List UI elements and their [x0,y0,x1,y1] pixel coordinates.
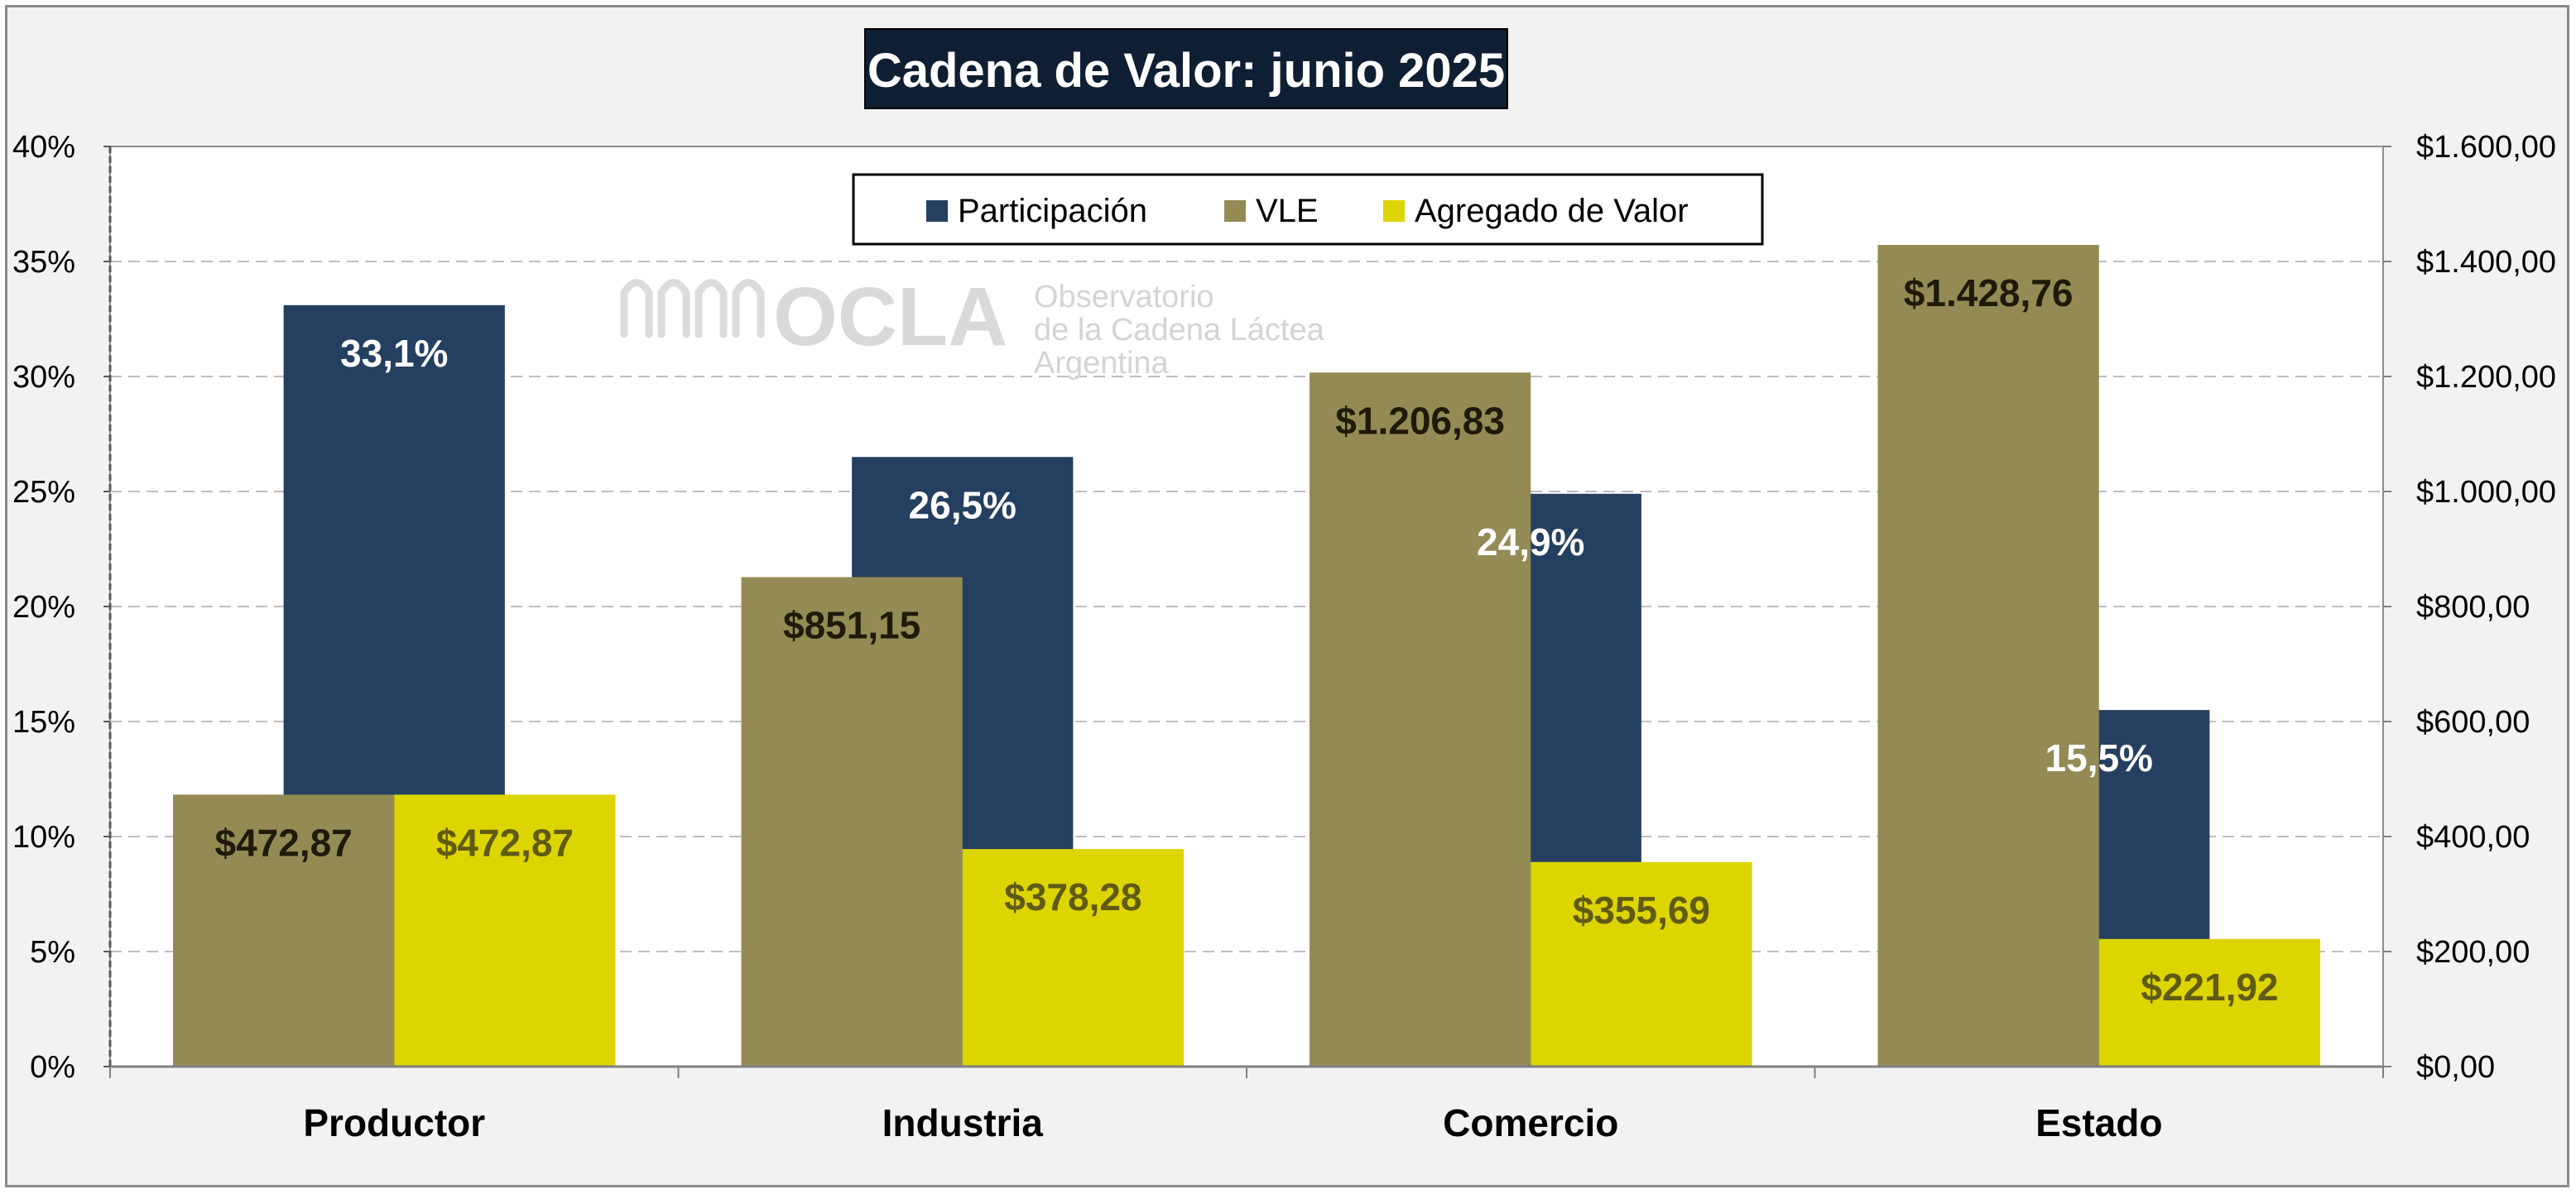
ocla-wave-icon [620,279,765,338]
label-agregado-industria: $378,28 [1004,875,1141,918]
legend-label-vle: VLE [1256,193,1319,229]
data-labels: 33,1% $472,87 $472,87 26,5% $851,15 $378,28 24… [214,271,2278,1009]
legend-swatch-agregado [1383,200,1405,222]
right-axis-tick-label: $400,00 [2416,820,2530,855]
category-label-productor: Productor [303,1101,485,1144]
label-agregado-productor: $472,87 [436,821,574,864]
right-axis-tick-label: $1.400,00 [2416,245,2556,280]
bars [173,245,2320,1067]
label-participacion-industria: 26,5% [909,483,1016,526]
label-vle-comercio: $1.206,83 [1335,399,1505,442]
right-axis-tick-label: $0,00 [2416,1050,2495,1085]
left-axis-tick-label: 5% [30,935,75,970]
right-axis-tick-label: $200,00 [2416,935,2530,970]
left-axis-tick-label: 30% [12,360,75,395]
legend-swatch-participacion [926,200,948,222]
title-background [864,28,1508,109]
label-vle-estado: $1.428,76 [1904,271,2074,314]
bar-vle-comercio [1310,372,1531,1067]
left-axis-tick-label: 25% [12,475,75,510]
category-axis: Productor Industria Comercio Estado [109,1067,2384,1144]
right-axis-tick-label: $1.000,00 [2416,475,2556,510]
chart-title-box: Cadena de Valor: junio 2025 [864,28,1508,109]
watermark-logo-text: OCLA [773,271,1007,363]
watermark-line-1: Observatorio [1034,280,1214,314]
category-label-comercio: Comercio [1443,1101,1618,1144]
label-agregado-comercio: $355,69 [1573,889,1710,932]
legend-swatch-vle [1224,200,1246,222]
left-y-axis: 0% 5% 10% 15% 20% 25% 30% 35% 40% [12,130,110,1085]
left-axis-tick-label: 10% [12,820,75,855]
bar-vle-productor [173,794,395,1067]
right-axis-tick-label: $1.200,00 [2416,360,2556,395]
label-participacion-comercio: 24,9% [1477,520,1584,563]
label-vle-industria: $851,15 [783,603,920,646]
bar-agregado-industria [962,849,1184,1067]
category-label-estado: Estado [2035,1101,2162,1144]
left-axis-tick-label: 35% [12,245,75,280]
label-vle-productor: $472,87 [214,821,352,864]
ocla-watermark: OCLA Observatorio de la Cadena Láctea Ar… [620,271,1325,381]
value-chain-chart: OCLA Observatorio de la Cadena Láctea Ar… [12,28,2556,1144]
label-participacion-productor: 33,1% [340,332,448,375]
bar-agregado-comercio [1531,861,1752,1067]
left-axis-tick-label: 15% [12,705,75,740]
bar-agregado-estado [2098,938,2320,1067]
left-axis-tick-label: 40% [12,130,75,165]
right-y-axis: $0,00 $200,00 $400,00 $600,00 $800,00 $1.000,… [2383,130,2556,1085]
label-participacion-estado: 15,5% [2045,736,2153,779]
label-agregado-estado: $221,92 [2141,966,2278,1009]
watermark-line-3: Argentina [1034,346,1170,381]
bar-vle-industria [741,577,963,1067]
left-axis-tick-label: 0% [30,1050,75,1085]
left-axis-tick-label: 20% [12,590,75,625]
legend: Participación VLE Agregado de Valor [852,173,1764,246]
right-axis-tick-label: $600,00 [2416,705,2530,740]
chart-title: Cadena de Valor: junio 2025 [867,44,1505,98]
category-label-industria: Industria [882,1101,1044,1144]
watermark-line-2: de la Cadena Láctea [1034,313,1325,348]
legend-box [852,173,1764,246]
bar-agregado-productor [394,794,616,1067]
legend-label-participacion: Participación [958,193,1147,229]
chart-frame: OCLA Observatorio de la Cadena Láctea Ar… [5,5,2569,1187]
right-axis-tick-label: $1.600,00 [2416,130,2556,165]
legend-label-agregado: Agregado de Valor [1415,193,1689,229]
bar-vle-estado [1877,245,2099,1067]
right-axis-tick-label: $800,00 [2416,590,2530,625]
